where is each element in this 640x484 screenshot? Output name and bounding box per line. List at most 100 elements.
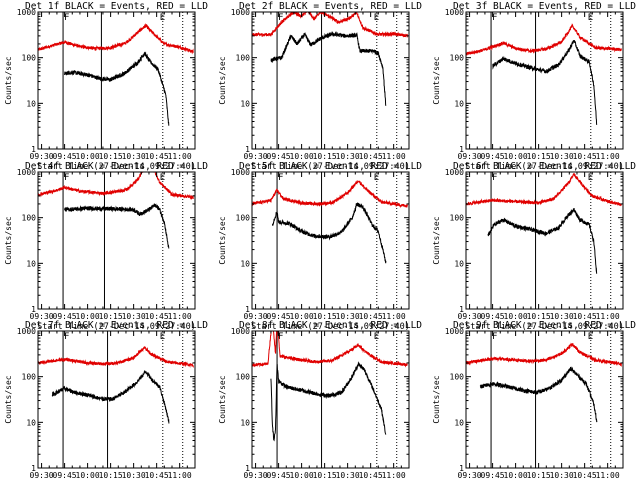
series-lld <box>252 12 408 38</box>
marker-label-e: E <box>588 173 593 183</box>
y-tick-label: 100 <box>236 373 251 382</box>
y-tick-label: 1 <box>459 145 464 154</box>
plot-frame <box>465 11 624 150</box>
y-tick-label: 1000 <box>231 168 250 177</box>
marker-label-f: F <box>64 173 69 183</box>
y-tick-label: 1000 <box>445 168 464 177</box>
y-tick-label: 100 <box>22 373 37 382</box>
x-tick-label: 10:15 <box>527 312 551 321</box>
x-tick-label: 10:00 <box>290 152 314 161</box>
panel-title: Det 7f BLACK = Events, RED = LLD <box>25 320 208 331</box>
plot-frame <box>465 171 624 310</box>
series-events <box>270 361 387 442</box>
marker-label-e: E <box>160 332 165 342</box>
x-tick-label: 09:30 <box>30 312 54 321</box>
marker-label-e: E <box>588 332 593 342</box>
marker-label-f: F <box>278 332 283 342</box>
x-tick-label: 09:30 <box>244 471 268 480</box>
y-tick-label: 100 <box>22 54 37 63</box>
marker-label-e: E <box>160 13 165 23</box>
x-tick-label: 10:45 <box>573 471 597 480</box>
x-tick-label: 10:15 <box>527 471 551 480</box>
series-lld <box>252 180 408 209</box>
x-tick-label: 10:15 <box>313 312 337 321</box>
marker-label-f: F <box>492 332 497 342</box>
y-tick-label: 10 <box>454 418 464 427</box>
series-lld <box>466 342 622 367</box>
marker-label-e: E <box>374 173 379 183</box>
series-lld <box>252 331 408 368</box>
y-tick-label: 100 <box>236 54 251 63</box>
x-tick-label: 09:30 <box>244 152 268 161</box>
x-tick-label: 10:00 <box>504 152 528 161</box>
x-tick-label: 09:30 <box>458 312 482 321</box>
series-events <box>272 202 387 264</box>
series-events <box>270 31 387 106</box>
y-tick-label: 1 <box>245 464 250 473</box>
x-tick-label: 10:45 <box>573 312 597 321</box>
x-tick-label: 09:45 <box>53 471 77 480</box>
y-tick-label: 10 <box>240 259 250 268</box>
x-tick-label: 09:30 <box>30 471 54 480</box>
y-tick-label: 1000 <box>445 8 464 17</box>
y-axis-label: Counts/sec <box>432 375 441 423</box>
y-tick-label: 10 <box>454 259 464 268</box>
x-tick-label: 10:30 <box>122 471 146 480</box>
x-tick-label: 10:30 <box>336 152 360 161</box>
x-tick-label: 10:30 <box>122 152 146 161</box>
plot-frame <box>37 11 196 150</box>
x-tick-label: 10:15 <box>99 152 123 161</box>
y-tick-label: 10 <box>454 99 464 108</box>
y-axis-label: Counts/sec <box>4 216 13 264</box>
x-tick-label: 11:00 <box>168 312 192 321</box>
panel-title: Det 3f BLACK = Events, RED = LLD <box>453 1 636 12</box>
x-tick-label: 10:15 <box>99 312 123 321</box>
marker-label-e: E <box>374 13 379 23</box>
x-tick-label: 10:00 <box>504 471 528 480</box>
series-events <box>64 51 170 126</box>
y-axis-label: Counts/sec <box>218 375 227 423</box>
y-tick-label: 1 <box>459 464 464 473</box>
x-tick-label: 09:30 <box>244 312 268 321</box>
x-axis-label: Start Time (27-Dec-14 09:27:40) <box>251 322 410 332</box>
marker-label-f: F <box>64 332 69 342</box>
x-tick-label: 09:45 <box>481 152 505 161</box>
panel-title: Det 2f BLACK = Events, RED = LLD <box>239 1 422 12</box>
y-tick-label: 1000 <box>17 8 36 17</box>
x-tick-label: 10:00 <box>504 312 528 321</box>
marker-label-f: F <box>492 173 497 183</box>
y-axis-label: Counts/sec <box>4 375 13 423</box>
x-tick-label: 10:45 <box>573 152 597 161</box>
x-tick-label: 11:00 <box>168 471 192 480</box>
series-events <box>51 369 170 424</box>
x-tick-label: 10:30 <box>336 471 360 480</box>
y-tick-label: 1 <box>31 464 36 473</box>
y-axis-label: Counts/sec <box>218 56 227 104</box>
x-tick-label: 09:45 <box>267 312 291 321</box>
x-axis-label: Start Time (27-Dec-14 09:27:40) <box>465 162 624 172</box>
y-tick-label: 100 <box>236 214 251 223</box>
y-tick-label: 10 <box>26 99 36 108</box>
series-lld <box>38 346 194 369</box>
x-tick-label: 10:15 <box>527 152 551 161</box>
x-tick-label: 10:00 <box>76 152 100 161</box>
x-axis-label: Start Time (27-Dec-14 09:27:40) <box>465 322 624 332</box>
marker-label-e: E <box>374 332 379 342</box>
x-tick-label: 10:30 <box>336 312 360 321</box>
series-events <box>479 366 598 423</box>
marker-label-e: E <box>588 13 593 23</box>
y-tick-label: 1 <box>31 145 36 154</box>
panel-title: Det 8f BLACK = Events, RED = LLD <box>239 320 422 331</box>
panel-title: Det 1f BLACK = Events, RED = LLD <box>25 1 208 12</box>
panel-title: Det 4f BLACK = Events, RED = LLD <box>25 161 208 172</box>
series-lld <box>38 172 194 200</box>
x-tick-label: 11:00 <box>382 152 406 161</box>
